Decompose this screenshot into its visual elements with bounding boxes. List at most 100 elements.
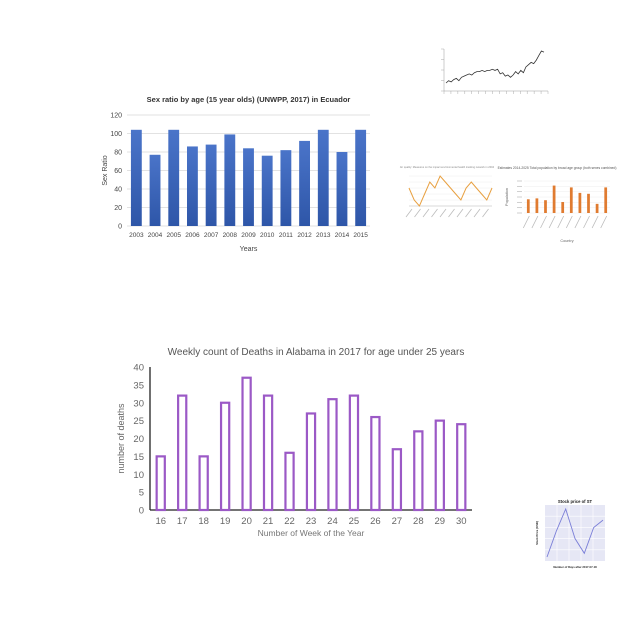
x-tick-label: [465, 208, 472, 218]
bar: [569, 187, 573, 213]
y-tick-label: 15: [133, 452, 144, 463]
bar: [219, 401, 231, 512]
x-tick-label: 25: [349, 516, 360, 527]
y-tick-label: 40: [114, 187, 122, 194]
y-tick-label: 10: [133, 470, 144, 481]
bar: [578, 192, 582, 213]
x-tick-label: [456, 208, 464, 218]
y-tick-label: 60: [114, 168, 122, 175]
x-tick-label: 2012: [297, 232, 312, 239]
x-tick-label: 22: [284, 516, 295, 527]
x-tick-label: 2008: [223, 232, 238, 239]
x-tick-label: [405, 208, 413, 218]
x-tick-label: 2007: [204, 232, 219, 239]
thumbnail-air-quality-chart: Air quality: Measures on the impact envi…: [395, 162, 495, 230]
y-axis-label: number of deaths: [116, 403, 126, 474]
thumbnail-population-chart-svg: Estimates 2014-2025 Total population by …: [498, 166, 617, 243]
bar: [305, 412, 317, 512]
x-tick-label: 2010: [260, 232, 275, 239]
x-tick-label: [414, 208, 421, 218]
chart-title: Estimates 2014-2025 Total population by …: [498, 166, 617, 170]
thumbnail-line-chart-1: [432, 45, 552, 100]
bar: [168, 129, 180, 226]
x-tick-label: [439, 208, 447, 218]
x-tick-label: 2005: [166, 232, 181, 239]
bar: [155, 455, 166, 512]
bar: [241, 376, 252, 512]
y-tick-label: 30: [133, 398, 144, 409]
y-tick-label: 20: [114, 205, 122, 212]
series-line: [408, 175, 493, 207]
x-tick-label: 27: [392, 516, 403, 527]
y-tick-label: 0: [118, 224, 122, 231]
x-tick-label: [473, 208, 481, 218]
x-tick-label: 26: [370, 516, 381, 527]
bar: [456, 423, 467, 512]
y-axis-label: Population: [505, 188, 509, 206]
thumbnail-line-chart-1-svg: [441, 48, 549, 94]
bar: [336, 152, 348, 226]
sex-ratio-chart-svg: Sex ratio by age (15 year olds) (UNWPP, …: [102, 95, 370, 253]
bar: [595, 203, 599, 213]
x-tick-label: 19: [220, 516, 231, 527]
bar: [327, 398, 338, 512]
bar: [187, 146, 198, 226]
x-tick-label: [600, 215, 608, 229]
x-tick-label: 30: [456, 516, 467, 527]
x-tick-label: 24: [327, 516, 338, 527]
sex-ratio-chart: Sex ratio by age (15 year olds) (UNWPP, …: [95, 88, 380, 258]
bar: [262, 394, 274, 512]
x-tick-label: [531, 215, 539, 229]
x-tick-label: 2004: [148, 232, 163, 239]
y-tick-label: 0: [139, 506, 144, 517]
x-axis-label: Country: [560, 239, 573, 243]
x-tick-label: [557, 215, 565, 229]
bar: [130, 129, 142, 226]
x-tick-label: 2013: [316, 232, 331, 239]
bar: [243, 148, 254, 226]
y-tick-label: 40: [133, 363, 144, 374]
y-tick-label: 100: [110, 131, 122, 138]
bar: [434, 419, 445, 512]
x-tick-label: 21: [263, 516, 274, 527]
x-axis-label: Years: [240, 246, 258, 253]
y-tick-label: 25: [133, 416, 144, 427]
x-tick-label: 23: [306, 516, 317, 527]
bar: [561, 202, 565, 213]
series-line: [546, 507, 604, 558]
x-tick-label: [583, 215, 590, 229]
bar: [177, 394, 188, 512]
x-tick-label: 16: [155, 516, 166, 527]
bar: [604, 187, 608, 213]
bar: [317, 129, 329, 226]
x-tick-label: [548, 215, 556, 229]
x-tick-label: 20: [241, 516, 252, 527]
bar: [284, 451, 295, 512]
x-tick-label: 28: [413, 516, 424, 527]
x-tick-label: 2009: [241, 232, 256, 239]
x-tick-label: [522, 215, 530, 229]
series-line: [445, 50, 545, 84]
x-tick-label: 2015: [353, 232, 368, 239]
x-tick-label: 2003: [129, 232, 144, 239]
chart-title: Air quality: Measures on the impact envi…: [400, 165, 495, 169]
bar: [149, 154, 161, 226]
y-axis-label: Sex Ratio: [102, 155, 109, 185]
x-tick-label: [591, 215, 599, 229]
y-tick-label: 5: [139, 488, 144, 499]
x-tick-label: [482, 208, 489, 218]
y-tick-label: 120: [110, 113, 122, 120]
bar: [535, 198, 539, 213]
x-axis-label: Number of Week of the Year: [258, 528, 365, 538]
bar: [370, 415, 381, 512]
x-tick-label: 29: [435, 516, 446, 527]
y-tick-label: 35: [133, 380, 144, 391]
thumbnail-stock-price-chart: Stock price of ST Number of Days after 20…: [533, 497, 613, 572]
bar: [348, 394, 360, 512]
bar: [355, 129, 367, 226]
bar: [391, 448, 403, 512]
thumbnail-stock-price-chart-svg: Stock price of ST Number of Days after 20…: [535, 499, 605, 569]
x-tick-label: [540, 215, 547, 229]
chart-title: Stock price of ST: [558, 499, 593, 504]
weekly-deaths-chart: Weekly count of Deaths in Alabama in 201…: [110, 340, 490, 545]
